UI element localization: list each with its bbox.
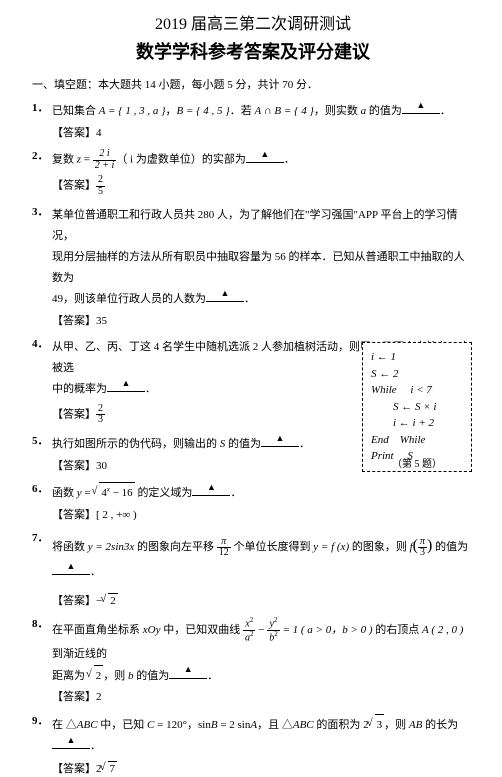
- title-line-2: 数学学科参考答案及评分建议: [32, 40, 474, 65]
- code-line: i ← i + 2: [371, 415, 463, 432]
- blank: [402, 102, 440, 114]
- q4-num: 4．: [32, 337, 52, 400]
- q5-num: 5．: [32, 434, 52, 455]
- blank: [192, 484, 230, 496]
- code-line: S ← S × i: [371, 399, 463, 416]
- q8-body: 在平面直角坐标系 xOy 中，已知双曲线 x2a2 − y2b2 = 1 ( a…: [52, 617, 474, 686]
- q8-num: 8．: [32, 617, 52, 686]
- blank: [261, 435, 299, 447]
- q3-answer: 【答案】35: [52, 314, 474, 329]
- question-2: 2． 复数 z = 2 i2 + i（ i 为虚数单位）的实部为．: [32, 149, 474, 171]
- q2-answer: 【答案】25: [52, 175, 474, 197]
- question-1: 1． 已知集合 A = { 1 , 3 , a }，B = { 4 , 5 }．…: [32, 101, 474, 122]
- question-9: 9． 在 △ABC 中，已知 C = 120°，sinB = 2 sinA，且 …: [32, 714, 474, 757]
- q9-answer: 【答案】27: [52, 761, 474, 777]
- q6-num: 6．: [32, 482, 52, 504]
- question-8: 8． 在平面直角坐标系 xOy 中，已知双曲线 x2a2 − y2b2 = 1 …: [32, 617, 474, 686]
- q2-num: 2．: [32, 149, 52, 171]
- pseudocode-box: i ← 1 S ← 2 While i < 7 S ← S × i i ← i …: [362, 342, 472, 472]
- question-3: 3． 某单位普通职工和行政人员共 280 人，为了解他们在"学习强国"APP 平…: [32, 205, 474, 309]
- q1-body: 已知集合 A = { 1 , 3 , a }，B = { 4 , 5 }．若 A…: [52, 101, 474, 122]
- q6-body: 函数 y = 4x − 16 的定义域为．: [52, 482, 354, 504]
- q1-num: 1．: [32, 101, 52, 122]
- q2-body: 复数 z = 2 i2 + i（ i 为虚数单位）的实部为．: [52, 149, 474, 171]
- q9-body: 在 △ABC 中，已知 C = 120°，sinB = 2 sinA，且 △AB…: [52, 714, 474, 757]
- q3-num: 3．: [32, 205, 52, 309]
- question-7: 7． 将函数 y = 2sin3x 的图象向左平移 π12 个单位长度得到 y …: [32, 531, 474, 582]
- code-line: While i < 7: [371, 382, 463, 399]
- blank: [246, 151, 284, 163]
- blank: [52, 563, 90, 575]
- blank: [52, 737, 90, 749]
- title-line-1: 2019 届高三第二次调研测试: [32, 14, 474, 36]
- blank: [107, 380, 145, 392]
- blank: [206, 290, 244, 302]
- q7-answer: 【答案】−2: [52, 593, 474, 609]
- blank: [169, 667, 207, 679]
- q5-body: 执行如图所示的伪代码，则输出的 S 的值为．: [52, 434, 354, 455]
- code-line: S ← 2: [371, 366, 463, 383]
- section-intro: 一、填空题：本大题共 14 小题，每小题 5 分，共计 70 分．: [32, 78, 474, 93]
- q6-answer: 【答案】[ 2 , +∞ ): [52, 508, 474, 523]
- q9-num: 9．: [32, 714, 52, 757]
- q7-num: 7．: [32, 531, 52, 582]
- codebox-caption: （第 5 题）: [362, 458, 472, 472]
- code-line: i ← 1: [371, 349, 463, 366]
- q3-body: 某单位普通职工和行政人员共 280 人，为了解他们在"学习强国"APP 平台上的…: [52, 205, 474, 309]
- code-line: End While: [371, 432, 463, 449]
- question-6: 6． 函数 y = 4x − 16 的定义域为．: [32, 482, 474, 504]
- q8-answer: 【答案】2: [52, 690, 474, 705]
- q7-body: 将函数 y = 2sin3x 的图象向左平移 π12 个单位长度得到 y = f…: [52, 531, 474, 582]
- q1-answer: 【答案】4: [52, 126, 474, 141]
